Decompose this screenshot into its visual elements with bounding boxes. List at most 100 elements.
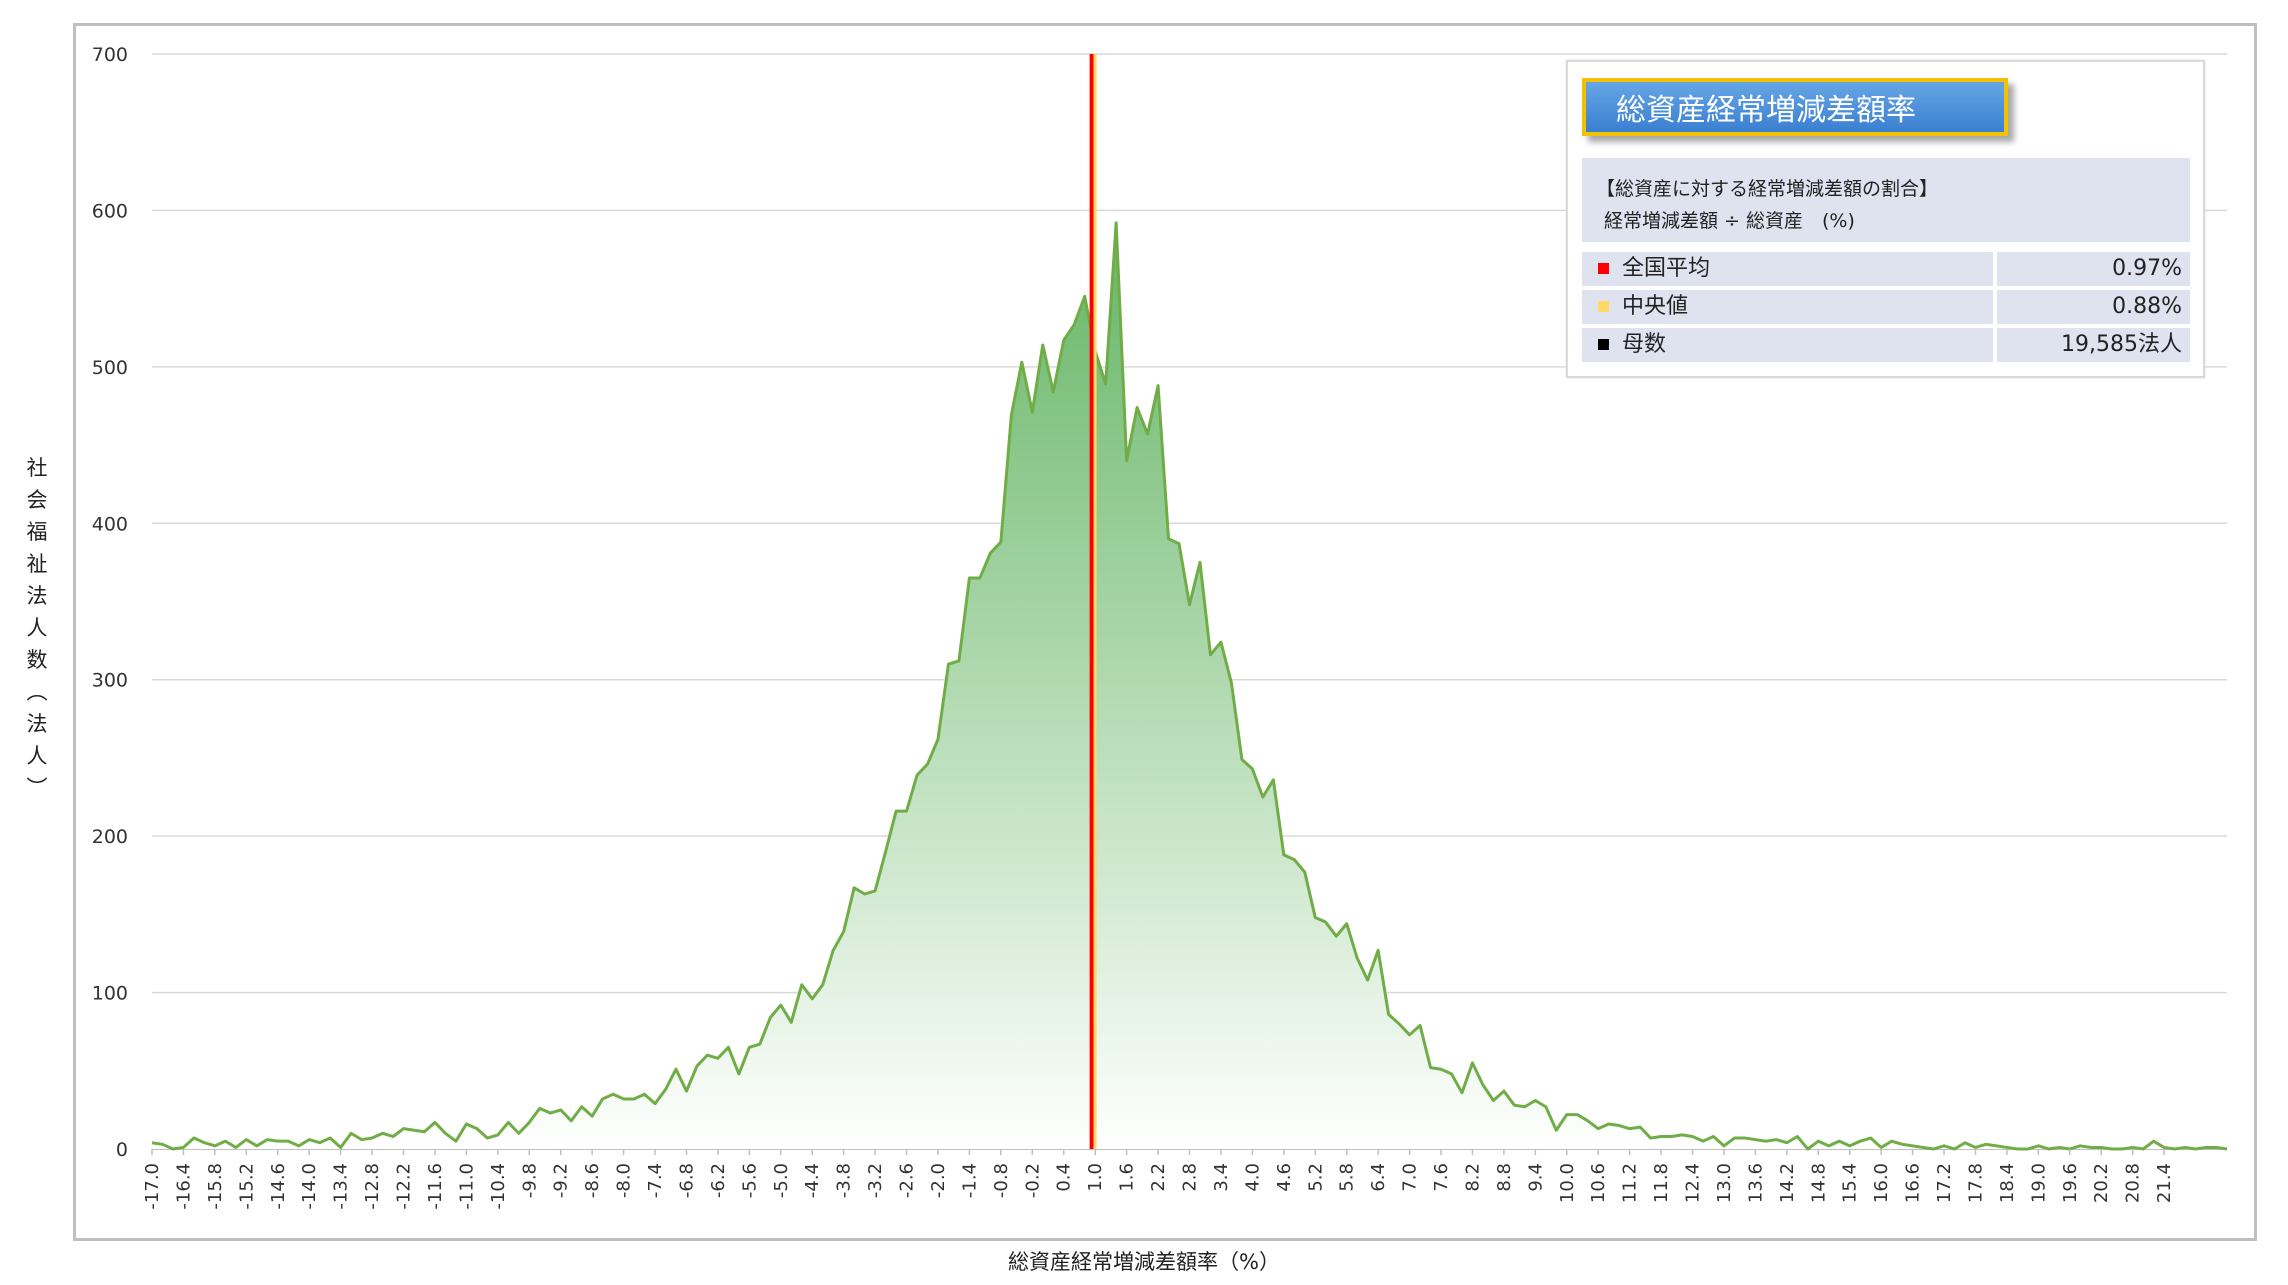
x-tick-label: 14.8 bbox=[1808, 1163, 1829, 1203]
x-tick-label: -6.2 bbox=[708, 1163, 729, 1198]
info-panel: 総資産経常増減差額率 【総資産に対する経常増減差額の割合】 経常増減差額 ÷ 総… bbox=[1566, 60, 2205, 378]
count-marker-icon bbox=[1598, 339, 1609, 350]
x-tick-label: -13.4 bbox=[331, 1163, 352, 1210]
median-marker-icon bbox=[1598, 301, 1609, 312]
x-tick-label: 9.4 bbox=[1525, 1163, 1546, 1192]
x-tick-label: 2.8 bbox=[1180, 1163, 1201, 1192]
x-tick-label: 4.0 bbox=[1242, 1163, 1263, 1192]
x-tick-label: -16.4 bbox=[173, 1163, 194, 1210]
mean-marker-icon bbox=[1598, 263, 1609, 274]
info-description: 【総資産に対する経常増減差額の割合】 経常増減差額 ÷ 総資産 (%) bbox=[1582, 158, 2190, 242]
y-axis-title-char: 法 bbox=[26, 712, 48, 736]
y-axis-title-char: 人 bbox=[26, 744, 48, 768]
x-tick-label: 18.4 bbox=[1997, 1163, 2018, 1203]
y-tick-label: 300 bbox=[92, 670, 128, 692]
x-tick-label: 16.6 bbox=[1903, 1163, 1924, 1203]
y-tick-label: 200 bbox=[92, 826, 128, 848]
info-row-value: 0.88% bbox=[1997, 290, 2190, 324]
info-row-label: 中央値 bbox=[1622, 294, 1689, 319]
x-tick-label: 21.4 bbox=[2154, 1163, 2175, 1203]
x-tick-label: 15.4 bbox=[1840, 1163, 1861, 1203]
y-axis-title: 社会福祉法人数 ︵ 法人 ︶ bbox=[22, 452, 52, 804]
x-tick-label: 16.0 bbox=[1871, 1163, 1892, 1203]
x-tick-label: 7.0 bbox=[1400, 1163, 1421, 1192]
x-tick-label: -12.8 bbox=[362, 1163, 383, 1210]
x-tick-label: 13.0 bbox=[1714, 1163, 1735, 1203]
x-tick-label: 20.8 bbox=[2123, 1163, 2144, 1203]
x-tick-label: 5.2 bbox=[1305, 1163, 1326, 1192]
x-tick-label: 7.6 bbox=[1431, 1163, 1452, 1192]
info-title: 総資産経常増減差額率 bbox=[1582, 78, 2008, 136]
y-tick-label: 100 bbox=[92, 983, 128, 1005]
info-description-line-1: 【総資産に対する経常増減差額の割合】 bbox=[1596, 178, 1939, 200]
x-tick-label: 17.2 bbox=[1934, 1163, 1955, 1203]
y-axis-title-char: 数 bbox=[26, 648, 48, 672]
x-tick-label: -10.4 bbox=[488, 1163, 509, 1210]
x-tick-label: -0.2 bbox=[1022, 1163, 1043, 1198]
y-axis-title-char: 法 bbox=[26, 584, 48, 608]
x-tick-label: -7.4 bbox=[645, 1163, 666, 1198]
y-tick-label: 500 bbox=[92, 357, 128, 379]
x-tick-label: -14.0 bbox=[299, 1163, 320, 1210]
x-tick-label: 1.6 bbox=[1117, 1163, 1138, 1192]
x-tick-label: 14.2 bbox=[1777, 1163, 1798, 1203]
x-tick-label: 8.2 bbox=[1462, 1163, 1483, 1192]
x-tick-label: -6.8 bbox=[676, 1163, 697, 1198]
x-tick-label: -8.6 bbox=[582, 1163, 603, 1198]
y-axis-title-char: ︶ bbox=[26, 776, 48, 800]
x-tick-label: 19.0 bbox=[2028, 1163, 2049, 1203]
x-tick-label: -4.4 bbox=[802, 1163, 823, 1198]
x-tick-label: -5.6 bbox=[739, 1163, 760, 1198]
x-tick-label: 17.8 bbox=[1965, 1163, 1986, 1203]
x-tick-label: -5.0 bbox=[771, 1163, 792, 1198]
x-axis-title: 総資産経常増減差額率（%） bbox=[1008, 1250, 1280, 1274]
x-tick-label: 10.0 bbox=[1557, 1163, 1578, 1203]
x-tick-label: -9.2 bbox=[551, 1163, 572, 1198]
info-row-value: 19,585法人 bbox=[1997, 328, 2190, 362]
y-axis-title-char: 福 bbox=[26, 520, 48, 544]
x-tick-label: -2.0 bbox=[928, 1163, 949, 1198]
x-tick-label: -2.6 bbox=[897, 1163, 918, 1198]
x-tick-label: 8.8 bbox=[1494, 1163, 1515, 1192]
info-row-label: 全国平均 bbox=[1622, 256, 1711, 281]
x-tick-label: 2.2 bbox=[1148, 1163, 1169, 1192]
area-series-line bbox=[151, 221, 2228, 1151]
y-axis-title-char: 祉 bbox=[26, 552, 48, 576]
x-tick-label: 3.4 bbox=[1211, 1163, 1232, 1192]
x-tick-label: 12.4 bbox=[1683, 1163, 1704, 1203]
x-tick-label: 20.2 bbox=[2091, 1163, 2112, 1203]
x-tick-label: 6.4 bbox=[1368, 1163, 1389, 1192]
x-tick-label: -14.6 bbox=[268, 1163, 289, 1210]
x-tick-label: -11.0 bbox=[456, 1163, 477, 1210]
info-row-mean: 全国平均 0.97% bbox=[1582, 252, 2190, 286]
info-row-count: 母数 19,585法人 bbox=[1582, 328, 2190, 362]
y-tick-label: 600 bbox=[92, 200, 128, 222]
x-tick-label: -0.8 bbox=[991, 1163, 1012, 1198]
x-tick-label: 5.8 bbox=[1337, 1163, 1358, 1192]
y-tick-label: 700 bbox=[92, 44, 128, 66]
y-tick-label: 400 bbox=[92, 513, 128, 535]
x-tick-label: -1.4 bbox=[959, 1163, 980, 1198]
x-tick-label: 10.6 bbox=[1588, 1163, 1609, 1203]
x-tick-label: 13.6 bbox=[1745, 1163, 1766, 1203]
x-tick-label: -12.2 bbox=[394, 1163, 415, 1210]
x-tick-label: 0.4 bbox=[1054, 1163, 1075, 1192]
y-axis-title-char: ︵ bbox=[26, 680, 48, 704]
x-tick-label: 4.6 bbox=[1274, 1163, 1295, 1192]
x-tick-label: -3.2 bbox=[865, 1163, 886, 1198]
info-row-value: 0.97% bbox=[1997, 252, 2190, 286]
y-axis-title-char: 人 bbox=[26, 616, 48, 640]
y-tick-label: 0 bbox=[116, 1139, 128, 1161]
area-fill bbox=[152, 222, 2227, 1149]
info-description-line-2: 経常増減差額 ÷ 総資産 (%) bbox=[1604, 210, 1855, 232]
x-tick-label: -17.0 bbox=[142, 1163, 163, 1210]
x-tick-label: 11.2 bbox=[1620, 1163, 1641, 1203]
info-row-label: 母数 bbox=[1622, 332, 1667, 357]
x-tick-label: -3.8 bbox=[834, 1163, 855, 1198]
x-tick-label: -15.2 bbox=[236, 1163, 257, 1210]
y-axis-title-char: 会 bbox=[26, 488, 48, 512]
x-tick-label: -9.8 bbox=[519, 1163, 540, 1198]
x-tick-label: 19.6 bbox=[2060, 1163, 2081, 1203]
x-tick-label: 1.0 bbox=[1085, 1163, 1106, 1192]
x-tick-label: -11.6 bbox=[425, 1163, 446, 1210]
